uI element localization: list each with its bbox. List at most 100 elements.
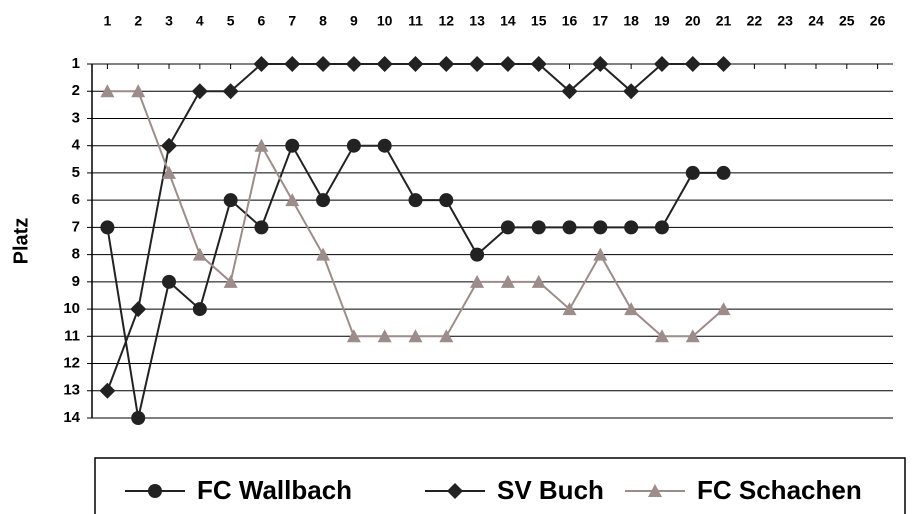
- x-tick-label: 10: [377, 13, 393, 29]
- y-tick-label: 12: [63, 355, 80, 372]
- x-tick-label: 15: [531, 13, 547, 29]
- data-point: [439, 193, 454, 208]
- legend-label: FC Wallbach: [197, 475, 352, 505]
- x-tick-label: 4: [196, 13, 204, 29]
- x-tick-label: 25: [839, 13, 855, 29]
- data-point: [100, 220, 115, 235]
- data-point: [408, 193, 423, 208]
- x-tick-label: 18: [623, 13, 639, 29]
- data-point: [192, 302, 207, 317]
- data-point: [653, 56, 670, 72]
- data-point: [315, 56, 332, 72]
- data-point: [439, 329, 454, 343]
- y-tick-label: 11: [64, 327, 80, 344]
- y-tick-label: 4: [72, 137, 81, 154]
- data-point: [716, 302, 731, 316]
- data-point: [685, 329, 700, 343]
- data-point: [499, 56, 516, 72]
- x-tick-label: 23: [777, 13, 793, 29]
- data-point: [285, 138, 300, 153]
- data-point: [377, 138, 392, 153]
- data-point: [469, 56, 486, 72]
- data-point: [716, 165, 731, 180]
- data-point: [654, 329, 669, 343]
- y-tick-label: 6: [72, 191, 80, 208]
- x-tick-label: 14: [500, 13, 516, 29]
- data-point: [284, 56, 301, 72]
- series-line: [107, 90, 725, 338]
- data-point: [162, 274, 177, 289]
- y-tick-label: 3: [72, 109, 80, 126]
- x-tick-label: 7: [288, 13, 296, 29]
- data-point: [470, 247, 485, 262]
- y-tick-label: 9: [72, 273, 80, 290]
- data-point: [254, 220, 269, 235]
- data-point: [162, 165, 177, 179]
- x-tick-label: 26: [870, 13, 886, 29]
- data-point: [192, 247, 207, 261]
- data-point: [408, 329, 423, 343]
- data-point: [407, 56, 424, 72]
- data-point: [470, 274, 485, 288]
- data-point: [562, 220, 577, 235]
- y-tick-label: 5: [72, 164, 80, 181]
- y-tick-label: 1: [72, 55, 80, 72]
- legend-marker: [148, 484, 162, 498]
- x-tick-label: 20: [685, 13, 701, 29]
- y-tick-label: 2: [72, 82, 80, 99]
- data-point: [593, 220, 608, 235]
- data-point: [161, 137, 178, 154]
- data-point: [561, 83, 578, 100]
- legend-label: SV Buch: [497, 475, 604, 505]
- x-tick-label: 21: [716, 13, 732, 29]
- data-point: [223, 193, 238, 208]
- x-tick-label: 13: [469, 13, 485, 29]
- y-axis-label: Platz: [10, 218, 32, 265]
- data-point: [100, 84, 115, 98]
- data-point: [223, 274, 238, 288]
- x-tick-label: 12: [438, 13, 454, 29]
- x-tick-label: 8: [319, 13, 327, 29]
- data-point: [500, 274, 515, 288]
- data-point: [623, 83, 640, 100]
- data-point: [253, 56, 270, 72]
- data-point: [654, 220, 669, 235]
- x-tick-label: 24: [808, 13, 824, 29]
- y-tick-label: 14: [63, 409, 80, 426]
- data-point: [99, 382, 116, 399]
- data-point: [130, 301, 147, 318]
- data-point: [531, 274, 546, 288]
- data-point: [562, 302, 577, 316]
- data-point: [191, 83, 208, 100]
- data-point: [316, 247, 331, 261]
- y-tick-label: 8: [72, 246, 80, 263]
- data-point: [530, 56, 547, 72]
- x-tick-label: 5: [227, 13, 235, 29]
- y-tick-label: 7: [72, 218, 80, 235]
- x-tick-label: 9: [350, 13, 358, 29]
- x-tick-label: 11: [408, 13, 423, 29]
- y-tick-label: 10: [63, 300, 80, 317]
- data-point: [715, 56, 732, 72]
- legend-marker: [648, 484, 662, 497]
- data-point: [438, 56, 455, 72]
- data-point: [624, 220, 639, 235]
- x-tick-label: 3: [165, 13, 173, 29]
- data-point: [131, 84, 146, 98]
- data-point: [131, 411, 146, 425]
- data-point: [346, 329, 361, 343]
- data-point: [685, 165, 700, 180]
- x-tick-label: 19: [654, 13, 670, 29]
- x-tick-label: 16: [562, 13, 578, 29]
- data-point: [222, 83, 239, 100]
- data-point: [624, 302, 639, 316]
- data-point: [345, 56, 362, 72]
- data-point: [316, 193, 331, 208]
- legend-box: [94, 457, 906, 514]
- x-tick-label: 22: [747, 13, 763, 29]
- data-point: [500, 220, 515, 235]
- data-point: [593, 247, 608, 261]
- data-point: [376, 56, 393, 72]
- data-point: [346, 138, 361, 153]
